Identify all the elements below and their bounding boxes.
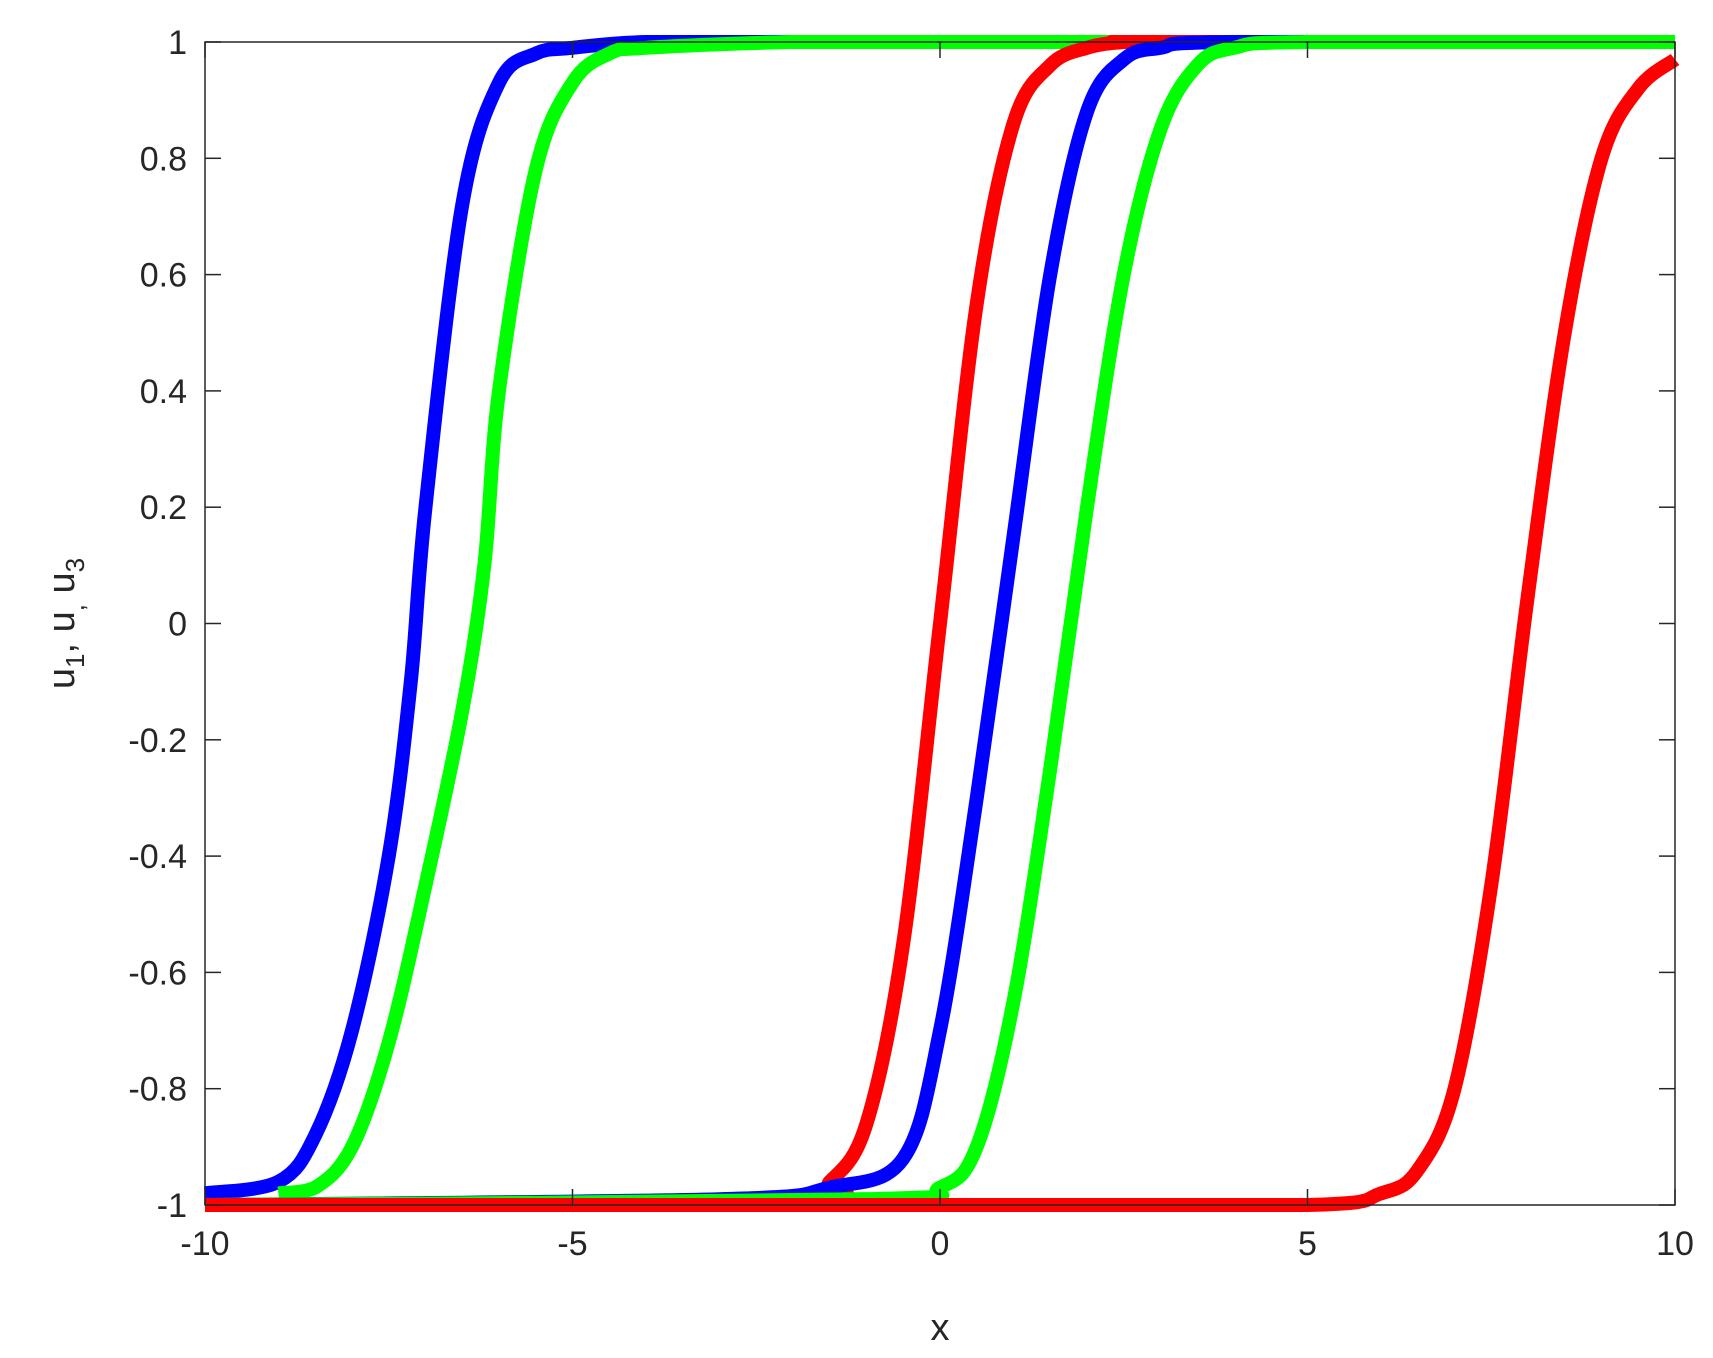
y-tick-label: 0.2: [140, 489, 187, 527]
x-tick-label: 10: [1656, 1225, 1694, 1263]
y-tick-label: 1: [168, 24, 187, 62]
y-sep-2: u: [41, 572, 83, 604]
series-line-5: [204, 34, 1675, 1212]
y-tick-label: 0.6: [140, 257, 187, 295]
y-axis-label: u1, u, u3: [41, 558, 90, 689]
y-tick-label: 0: [168, 606, 187, 644]
x-tick-label: -5: [557, 1225, 587, 1263]
y-tick-label: -0.4: [128, 838, 187, 876]
y-tick-label: -0.8: [128, 1071, 187, 1109]
series-layer: [203, 34, 1680, 1213]
y-tick-label: -0.2: [128, 722, 187, 760]
y-sep-1: , u: [41, 611, 83, 653]
y-tick-label: -1: [157, 1187, 187, 1225]
y-tick-label: 0.8: [140, 140, 187, 178]
y-tick-label: -0.6: [128, 954, 187, 992]
tick-layer: -10 -5 0 5 10 -1 -0.8 -0.6 -0.4 -0.2 0 0.2 0.4 0.6 0.8…: [128, 24, 1694, 1263]
x-tick-label: 5: [1298, 1225, 1317, 1263]
y-sub-1: 1: [60, 654, 90, 668]
y-axis-label-text: u1, u, u3: [41, 558, 90, 689]
x-tick-label: 0: [931, 1225, 950, 1263]
x-tick-label: -10: [180, 1225, 229, 1263]
x-axis-label: x: [931, 1307, 950, 1349]
y-tick-label: 0.4: [140, 373, 187, 411]
y-sub-3: 3: [60, 558, 90, 572]
y-sub-2: ,: [60, 604, 90, 611]
